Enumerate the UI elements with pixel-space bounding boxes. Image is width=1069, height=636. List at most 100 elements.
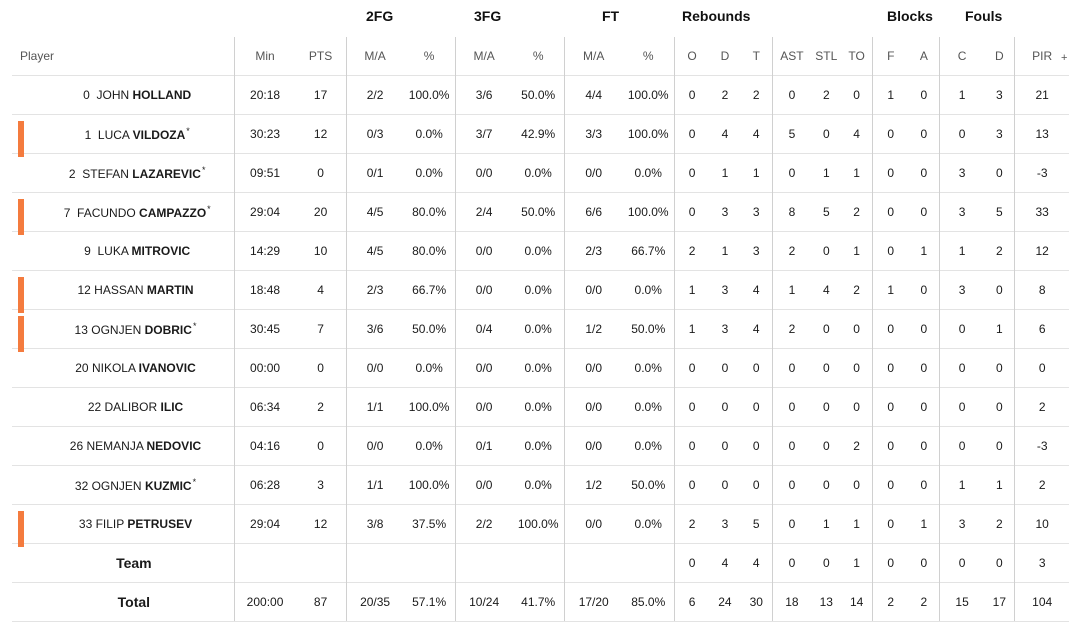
stat-pir: 6 <box>1014 309 1069 349</box>
stat-fg2-pct: 80.0% <box>403 231 456 271</box>
more-columns-icon[interactable]: + <box>1061 52 1068 64</box>
player-last-name[interactable]: PETRUSEV <box>127 517 193 531</box>
player-first-name[interactable]: OGNJEN <box>91 479 142 493</box>
header-reb-o[interactable]: O <box>673 37 710 76</box>
header-blk-f[interactable]: F <box>871 37 909 76</box>
player-last-name[interactable]: KUZMIC <box>144 479 192 493</box>
stat-fg2-ma: 3/6 <box>345 309 404 349</box>
player-first-name[interactable]: HASSAN <box>94 283 144 297</box>
player-row[interactable]: 20 NIKOLA IVANOVIC 00:00 0 0/0 0.0% 0/0 0.0% 0/0… <box>12 348 1069 388</box>
player-row[interactable]: 13 OGNJEN DOBRIC* 30:45 7 3/6 50.0% 0/4 0.0% 1/2… <box>12 309 1069 352</box>
header-stl[interactable]: STL <box>815 49 838 63</box>
player-cell[interactable]: 33 FILIP PETRUSEV <box>12 504 235 547</box>
stat-to: 0 <box>841 348 873 388</box>
header-reb-t[interactable]: T <box>752 49 760 63</box>
stat-group-header-row: 2FG 3FG FT Rebounds Blocks Fouls <box>0 0 1069 34</box>
stat-pir: -3 <box>1014 153 1069 193</box>
player-cell[interactable]: 20 NIKOLA IVANOVIC <box>12 348 235 388</box>
player-first-name[interactable]: LUKA <box>97 244 129 258</box>
stat-blk-a: 0 <box>908 387 940 427</box>
player-row[interactable]: 33 FILIP PETRUSEV 29:04 12 3/8 37.5% 2/2 100.0%… <box>12 504 1069 547</box>
player-first-name[interactable]: FACUNDO <box>77 206 136 220</box>
player-last-name[interactable]: VILDOZA <box>132 128 186 142</box>
player-first-name[interactable]: NEMANJA <box>86 439 144 453</box>
player-first-name[interactable]: FILIP <box>95 517 125 531</box>
stat-ast: 0 <box>771 504 812 544</box>
stat-foul-d: 0 <box>984 348 1015 388</box>
header-ft-ma[interactable]: M/A <box>563 37 623 76</box>
stat-blk-a: 0 <box>908 309 940 349</box>
player-first-name[interactable]: JOHN <box>96 88 130 102</box>
player-last-name[interactable]: CAMPAZZO <box>139 206 207 220</box>
player-first-name[interactable]: LUCA <box>97 128 130 142</box>
team-row: Team 0 4 4 0 0 1 0 0 0 0 3 <box>12 543 1069 583</box>
stat-fg2-pct <box>403 543 456 583</box>
stat-pts: 10 <box>295 231 347 271</box>
stat-stl: 0 <box>811 465 842 505</box>
stat-ft-pct: 0.0% <box>622 504 675 544</box>
player-cell[interactable]: 0 JOHN HOLLAND <box>12 75 235 115</box>
player-last-name[interactable]: HOLLAND <box>132 88 192 102</box>
stat-to: 4 <box>841 114 873 154</box>
header-pir[interactable]: PIR <box>1014 37 1069 76</box>
player-row[interactable]: 12 HASSAN MARTIN 18:48 4 2/3 66.7% 0/0 0.0% 0/0 0… <box>12 270 1069 313</box>
player-cell[interactable]: 1 LUCA VILDOZA* <box>12 114 235 157</box>
player-cell[interactable]: 2 STEFAN LAZAREVIC* <box>12 153 235 193</box>
header-foul-c[interactable]: C <box>938 37 985 76</box>
player-last-name[interactable]: MARTIN <box>146 283 194 297</box>
player-row[interactable]: 22 DALIBOR ILIC 06:34 2 1/1 100.0% 0/0 0.0% 0/0 0… <box>12 387 1069 427</box>
player-row[interactable]: 0 JOHN HOLLAND 20:18 17 2/2 100.0% 3/6 50.0% 4/4… <box>12 75 1069 115</box>
player-last-name[interactable]: IVANOVIC <box>138 361 196 375</box>
player-cell[interactable]: 9 LUKA MITROVIC <box>12 231 235 271</box>
stat-foul-d: 0 <box>984 426 1015 466</box>
stat-blk-a: 0 <box>908 153 940 193</box>
stat-reb-d: 24 <box>709 582 741 622</box>
header-3fg-ma[interactable]: M/A <box>454 37 513 76</box>
stat-min: 06:34 <box>233 387 296 427</box>
player-cell[interactable]: 26 NEMANJA NEDOVIC <box>12 426 235 466</box>
player-row[interactable]: 2 STEFAN LAZAREVIC* 09:51 0 0/1 0.0% 0/0 0.0% 0/… <box>12 153 1069 193</box>
player-row[interactable]: 26 NEMANJA NEDOVIC 04:16 0 0/0 0.0% 0/1 0.0% 0/0… <box>12 426 1069 466</box>
header-2fg-pct[interactable]: % <box>423 49 435 63</box>
stat-foul-c: 3 <box>938 192 985 232</box>
player-cell[interactable]: 12 HASSAN MARTIN <box>12 270 235 313</box>
stat-pir: -3 <box>1014 426 1069 466</box>
player-row[interactable]: 1 LUCA VILDOZA* 30:23 12 0/3 0.0% 3/7 42.9% 3/3 1… <box>12 114 1069 157</box>
stat-pir: 12 <box>1014 231 1069 271</box>
player-cell[interactable]: 22 DALIBOR ILIC <box>12 387 235 427</box>
header-ft-pct[interactable]: % <box>642 49 654 63</box>
player-first-name[interactable]: OGNJEN <box>91 323 142 337</box>
player-number: 7 <box>63 206 71 220</box>
player-last-name[interactable]: DOBRIC <box>144 323 192 337</box>
stat-pir: 8 <box>1014 270 1069 310</box>
player-last-name[interactable]: LAZAREVIC <box>132 167 201 181</box>
player-cell[interactable]: 13 OGNJEN DOBRIC* <box>12 309 235 352</box>
player-cell[interactable]: 32 OGNJEN KUZMIC* <box>12 465 235 505</box>
player-row[interactable]: 7 FACUNDO CAMPAZZO* 29:04 20 4/5 80.0% 2/4 50.0… <box>12 192 1069 235</box>
player-last-name[interactable]: ILIC <box>160 400 184 414</box>
header-min[interactable]: Min <box>233 37 296 76</box>
header-blk-a[interactable]: A <box>919 49 928 63</box>
player-last-name[interactable]: MITROVIC <box>131 244 191 258</box>
header-to[interactable]: TO <box>848 49 865 63</box>
stat-fg2-pct: 0.0% <box>403 426 456 466</box>
stat-reb-d: 0 <box>709 348 741 388</box>
stat-ast: 0 <box>771 348 812 388</box>
player-row[interactable]: 32 OGNJEN KUZMIC* 06:28 3 1/1 100.0% 0/0 0.0% 1/… <box>12 465 1069 505</box>
header-pts[interactable]: PTS <box>308 49 333 63</box>
player-cell[interactable]: 7 FACUNDO CAMPAZZO* <box>12 192 235 235</box>
stat-stl: 0 <box>811 231 842 271</box>
player-last-name[interactable]: NEDOVIC <box>146 439 202 453</box>
header-ast[interactable]: AST <box>771 37 812 76</box>
stat-fg2-pct: 0.0% <box>403 348 456 388</box>
header-player[interactable]: Player <box>20 49 55 63</box>
header-foul-d[interactable]: D <box>994 49 1004 63</box>
stat-ft-ma: 17/20 <box>563 582 623 622</box>
player-row[interactable]: 9 LUKA MITROVIC 14:29 10 4/5 80.0% 0/0 0.0% 2/3 6… <box>12 231 1069 271</box>
player-first-name[interactable]: STEFAN <box>82 167 129 181</box>
header-reb-d[interactable]: D <box>720 49 730 63</box>
player-first-name[interactable]: NIKOLA <box>91 361 136 375</box>
player-first-name[interactable]: DALIBOR <box>104 400 158 414</box>
header-3fg-pct[interactable]: % <box>532 49 544 63</box>
header-2fg-ma[interactable]: M/A <box>345 37 404 76</box>
